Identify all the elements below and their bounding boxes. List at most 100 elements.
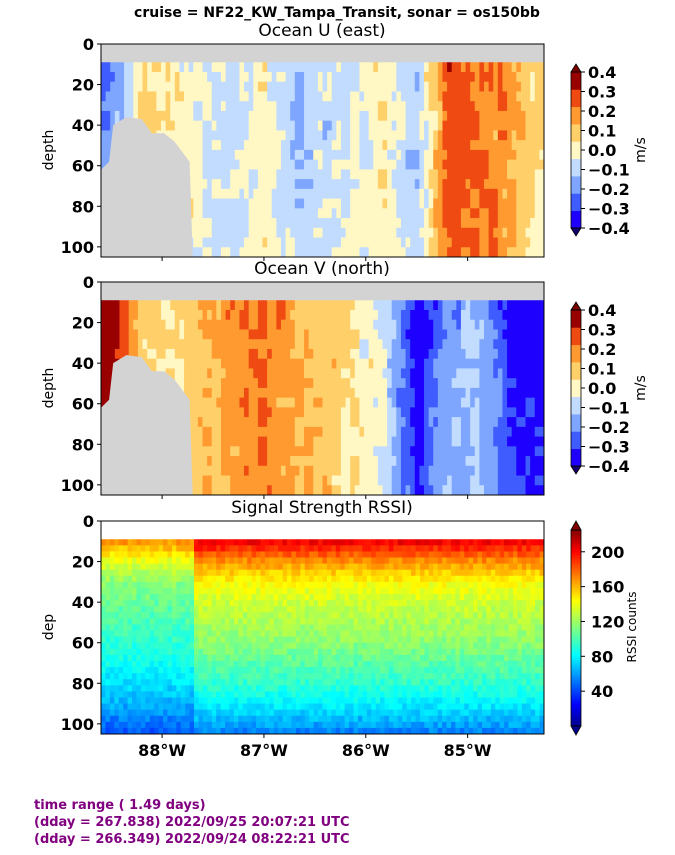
velocity-cell <box>396 71 402 83</box>
velocity-cell <box>239 348 245 360</box>
rssi-cell <box>225 691 230 698</box>
velocity-cell <box>327 198 333 209</box>
rssi-cell <box>229 673 235 680</box>
rssi-cell <box>180 636 186 644</box>
velocity-cell <box>539 198 544 209</box>
velocity-cell <box>290 465 296 477</box>
velocity-cell <box>354 62 360 73</box>
velocity-cell <box>280 426 287 438</box>
rssi-cell <box>118 721 124 729</box>
velocity-cell <box>433 227 439 239</box>
velocity-cell <box>368 309 374 321</box>
rssi-cell <box>189 630 195 638</box>
velocity-cell <box>364 407 370 418</box>
velocity-cell <box>276 218 282 229</box>
rssi-cell <box>149 648 155 656</box>
velocity-cell <box>331 101 337 112</box>
velocity-cell <box>299 348 305 360</box>
velocity-cell <box>340 309 347 321</box>
velocity-cell <box>470 387 476 399</box>
velocity-cell <box>285 465 291 477</box>
velocity-cell <box>368 300 374 311</box>
rssi-cell <box>176 721 182 729</box>
velocity-cell <box>484 300 490 311</box>
velocity-cell <box>493 237 499 248</box>
rssi-cell <box>216 557 222 565</box>
velocity-cell <box>424 218 430 229</box>
velocity-cell <box>267 417 273 428</box>
velocity-cell <box>507 71 513 83</box>
velocity-cell <box>447 62 453 73</box>
velocity-cell <box>507 436 513 447</box>
rssi-cell <box>185 660 191 668</box>
rssi-cell <box>132 660 137 668</box>
rssi-cell <box>180 624 186 632</box>
rssi-cell <box>233 654 239 662</box>
velocity-cell <box>530 417 536 428</box>
velocity-cell <box>350 237 356 248</box>
velocity-cell <box>331 436 337 447</box>
rssi-cell <box>123 636 129 644</box>
velocity-cell <box>285 309 291 321</box>
velocity-cell <box>193 91 199 102</box>
velocity-cell <box>197 456 204 467</box>
velocity-cell <box>502 407 508 418</box>
velocity-cell <box>400 247 407 257</box>
velocity-cell <box>520 339 527 350</box>
velocity-cell <box>414 130 420 141</box>
velocity-cell <box>151 300 157 311</box>
velocity-cell <box>304 169 310 180</box>
velocity-cell <box>308 309 314 321</box>
velocity-cell <box>525 348 531 360</box>
velocity-cell <box>299 397 305 408</box>
rssi-cell <box>171 679 177 686</box>
velocity-cell <box>354 227 360 239</box>
velocity-cell <box>294 446 300 457</box>
velocity-cell <box>396 319 402 330</box>
velocity-cell <box>382 247 388 257</box>
velocity-cell <box>211 149 217 161</box>
velocity-cell <box>197 465 204 477</box>
velocity-cell <box>456 227 462 239</box>
rssi-cell <box>220 575 226 583</box>
velocity-cell <box>493 456 499 467</box>
velocity-cell <box>197 71 204 83</box>
velocity-cell <box>460 198 467 209</box>
velocity-cell <box>331 378 337 389</box>
velocity-cell <box>248 81 254 92</box>
velocity-cell <box>345 188 351 200</box>
colorbar-tick-label: 0.3 <box>588 83 616 102</box>
velocity-cell <box>539 71 544 83</box>
velocity-cell <box>188 159 194 170</box>
velocity-cell <box>184 387 190 399</box>
velocity-cell <box>525 218 531 229</box>
velocity-cell <box>220 179 227 190</box>
velocity-cell <box>364 329 370 340</box>
velocity-cell <box>188 378 194 389</box>
velocity-cell <box>331 368 337 379</box>
velocity-cell <box>396 247 402 257</box>
velocity-cell <box>437 417 443 428</box>
rssi-cell <box>233 612 239 619</box>
velocity-cell <box>474 339 480 350</box>
velocity-cell <box>391 71 397 83</box>
velocity-cell <box>368 407 374 418</box>
velocity-cell <box>410 397 416 408</box>
rssi-cell <box>149 545 155 552</box>
velocity-cell <box>188 169 194 180</box>
velocity-cell <box>285 188 291 200</box>
velocity-cell <box>299 149 305 161</box>
velocity-cell <box>488 130 494 141</box>
rssi-cell <box>140 606 146 613</box>
colorbar-band <box>571 210 581 229</box>
rssi-cell <box>114 563 120 571</box>
rssi-cell <box>189 660 195 668</box>
velocity-cell <box>267 188 273 200</box>
rssi-cell <box>180 575 186 583</box>
velocity-cell <box>364 436 370 447</box>
velocity-cell <box>216 387 222 399</box>
velocity-cell <box>516 309 522 321</box>
rssi-cell <box>132 703 137 711</box>
velocity-cell <box>382 407 388 418</box>
velocity-cell <box>280 149 287 161</box>
